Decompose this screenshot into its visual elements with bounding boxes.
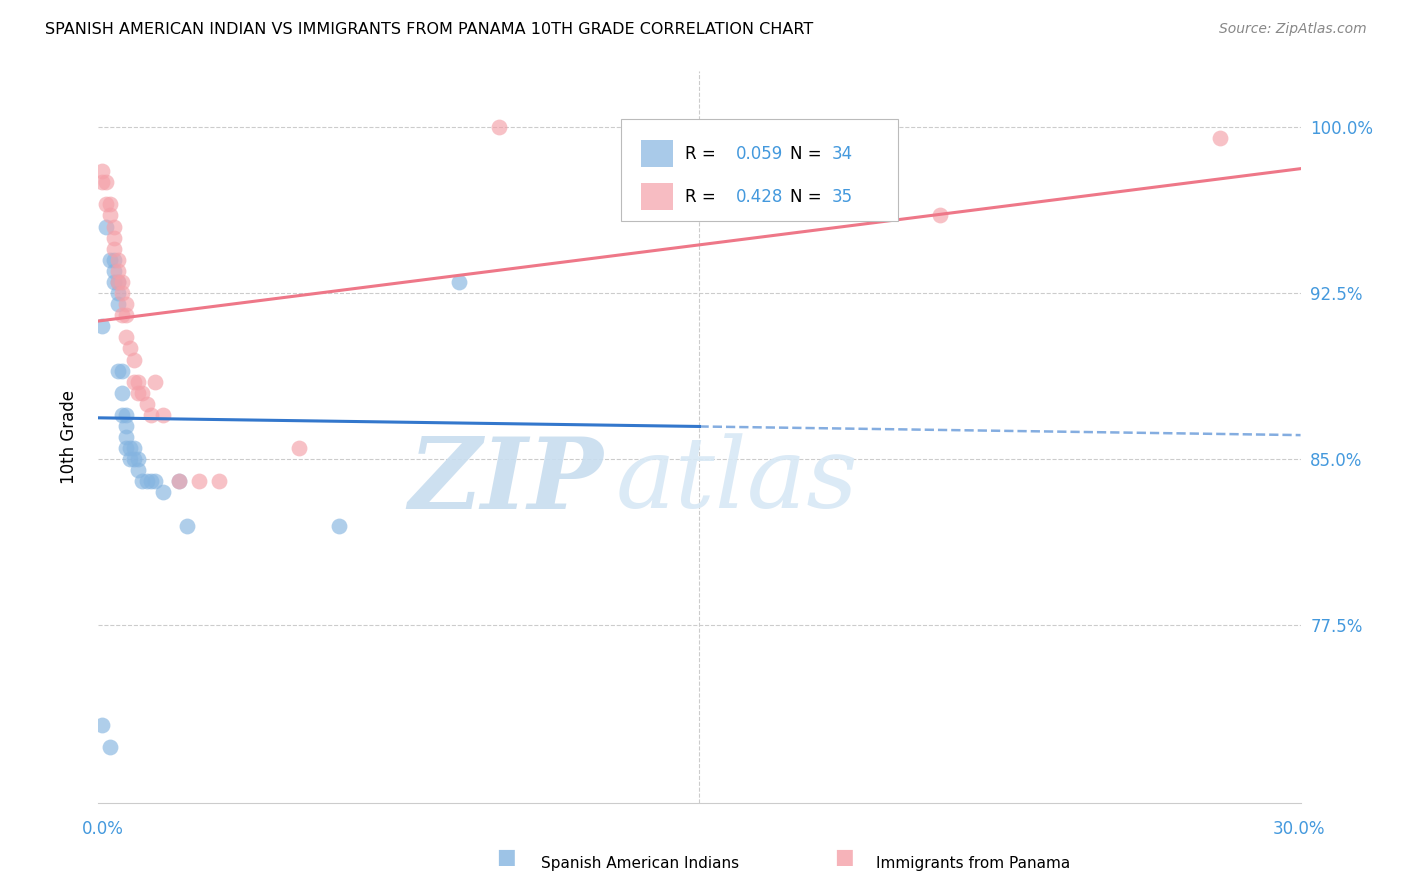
Text: R =: R = [685,145,721,163]
Point [111,308,134,322]
Point [187,475,209,489]
Point [100,197,122,211]
Point [447,275,470,289]
Text: atlas: atlas [616,434,858,529]
Point [103,219,125,234]
Point [107,285,129,300]
Point [131,475,153,489]
Point [107,275,129,289]
Point [120,441,142,455]
Point [115,430,138,444]
Point [139,475,162,489]
Point [91,718,114,732]
Point [208,475,231,489]
Point [120,452,142,467]
FancyBboxPatch shape [641,183,673,211]
Point [100,209,122,223]
Point [103,275,125,289]
Text: 0.428: 0.428 [735,187,783,206]
Point [131,385,153,400]
Point [152,485,174,500]
Point [143,375,166,389]
Text: 0.059: 0.059 [735,145,783,163]
Point [124,441,146,455]
Point [1209,131,1232,145]
Point [115,419,138,434]
Text: Immigrants from Panama: Immigrants from Panama [876,856,1070,871]
Point [124,352,146,367]
Point [115,308,138,322]
Point [100,740,122,755]
Text: N =: N = [790,187,827,206]
Point [91,164,114,178]
Text: ■: ■ [496,847,516,867]
Point [929,209,952,223]
Point [107,363,129,377]
Point [96,197,118,211]
Point [120,342,142,356]
Point [128,452,150,467]
Text: R =: R = [685,187,721,206]
Point [107,297,129,311]
Text: SPANISH AMERICAN INDIAN VS IMMIGRANTS FROM PANAMA 10TH GRADE CORRELATION CHART: SPANISH AMERICAN INDIAN VS IMMIGRANTS FR… [45,22,813,37]
Point [139,408,162,422]
Point [111,408,134,422]
Point [115,330,138,344]
Point [288,441,311,455]
Point [100,252,122,267]
Point [135,397,157,411]
Text: 0.0%: 0.0% [82,820,124,838]
Point [328,518,350,533]
Point [124,452,146,467]
Text: 34: 34 [832,145,853,163]
Point [96,175,118,189]
Text: 35: 35 [832,187,853,206]
Point [124,375,146,389]
Point [128,375,150,389]
Point [111,385,134,400]
Text: 30.0%: 30.0% [1272,820,1326,838]
Point [488,120,510,134]
Point [128,463,150,477]
Point [91,175,114,189]
Point [115,408,138,422]
FancyBboxPatch shape [621,119,898,221]
Point [115,441,138,455]
Point [103,252,125,267]
Point [103,230,125,244]
Point [111,275,134,289]
Point [107,252,129,267]
Text: Source: ZipAtlas.com: Source: ZipAtlas.com [1219,22,1367,37]
Text: N =: N = [790,145,827,163]
Point [143,475,166,489]
Point [111,363,134,377]
Point [167,475,190,489]
Point [91,319,114,334]
Point [115,297,138,311]
Text: ■: ■ [834,847,853,867]
Point [107,264,129,278]
Point [111,285,134,300]
Point [107,275,129,289]
Point [128,385,150,400]
Point [96,219,118,234]
Point [103,242,125,256]
Point [167,475,190,489]
Point [176,518,198,533]
Point [103,264,125,278]
FancyBboxPatch shape [641,140,673,168]
Text: ZIP: ZIP [408,433,603,529]
Text: Spanish American Indians: Spanish American Indians [541,856,740,871]
Point [135,475,157,489]
Point [152,408,174,422]
Y-axis label: 10th Grade: 10th Grade [59,390,77,484]
